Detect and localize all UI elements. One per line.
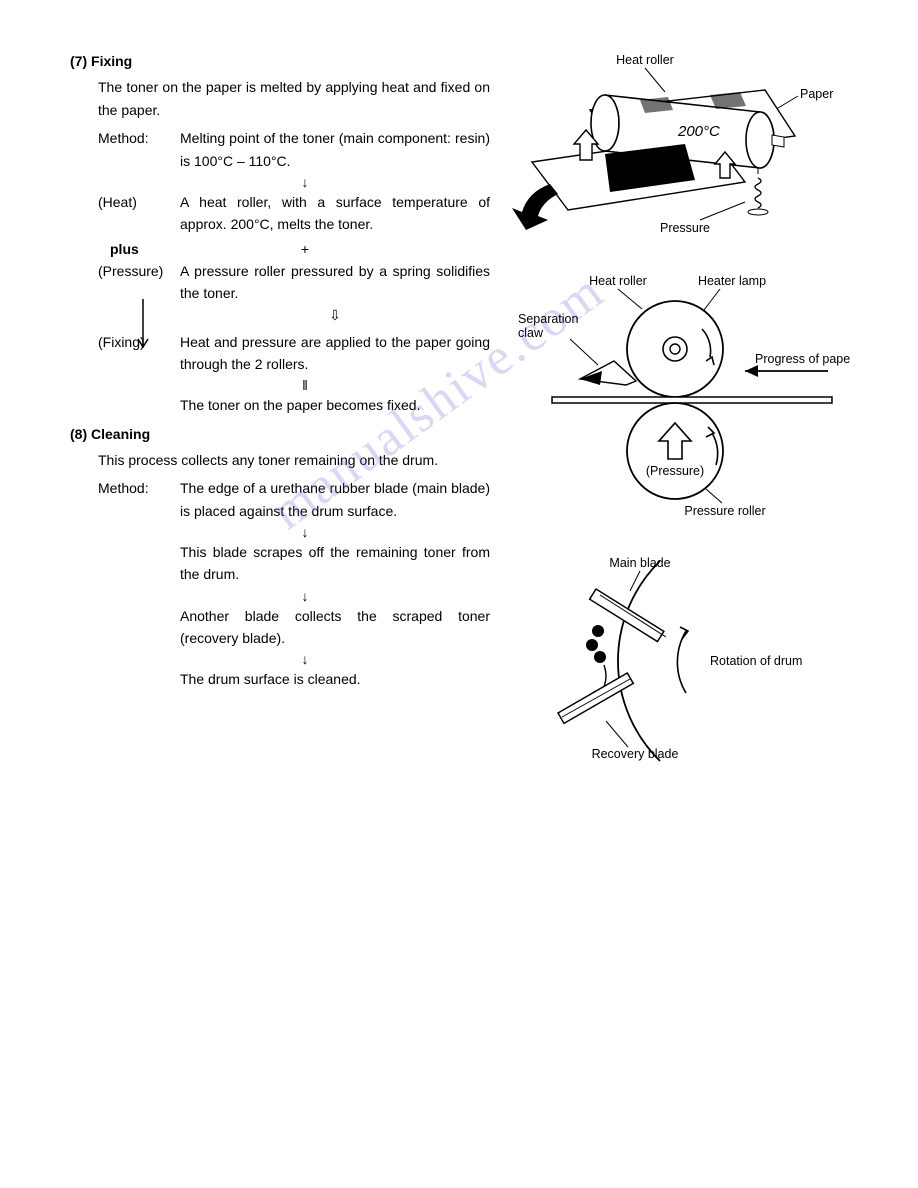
fixing-row-heat: (Heat) A heat roller, with a surface tem… <box>98 191 490 236</box>
body-pressure: A pressure roller pressured by a spring … <box>180 260 490 305</box>
d2-label-sep-1: Separation <box>518 312 579 326</box>
d1-label-temp: 200°C <box>677 123 720 140</box>
between-pressure-fixing: ⇩ <box>98 307 490 329</box>
d1-label-heatroller: Heat roller <box>616 53 674 67</box>
d1-label-paper: Paper <box>800 87 833 101</box>
label-method: Method: <box>98 127 180 172</box>
d2-label-sep-2: claw <box>518 326 544 340</box>
d1-label-pressure: Pressure <box>660 221 710 235</box>
cleaning-row-3: Another blade collects the scraped toner… <box>98 605 490 650</box>
fixing-row-pressure: (Pressure) A pressure roller pressured b… <box>98 260 490 305</box>
cleaning-row-method: Method: The edge of a urethane rubber bl… <box>98 477 490 522</box>
fixing-side-svg: Heat roller Heater lamp Separation claw <box>510 271 850 521</box>
page-content: (7) Fixing The toner on the paper is mel… <box>70 50 878 804</box>
fixing-row-method: Method: Melting point of the toner (main… <box>98 127 490 172</box>
arrow-1: ↓ <box>180 174 430 191</box>
plus-label: plus <box>110 238 180 260</box>
fixing-3d-svg: Heat roller Paper 200°C <box>510 50 840 240</box>
section-7-header: (7) Fixing <box>70 50 490 72</box>
diagram-cleaning: Main blade Rotation o <box>510 553 860 779</box>
plus-symbol: + <box>180 238 430 260</box>
d2-label-progress: Progress of paper <box>755 352 850 366</box>
c-label-3 <box>98 605 180 650</box>
cleaning-svg: Main blade Rotation o <box>510 553 830 773</box>
c-body-4: The drum surface is cleaned. <box>180 668 490 690</box>
c-body-2: This blade scrapes off the remaining ton… <box>180 541 490 586</box>
label-empty-1 <box>98 394 180 416</box>
d2-label-heatroller: Heat roller <box>589 274 647 288</box>
body-fixing: Heat and pressure are applied to the pap… <box>180 331 490 376</box>
cleaning-row-2: This blade scrapes off the remaining ton… <box>98 541 490 586</box>
text-column: (7) Fixing The toner on the paper is mel… <box>70 50 490 804</box>
label-heat: (Heat) <box>98 191 180 236</box>
section-fixing: (7) Fixing The toner on the paper is mel… <box>70 50 490 417</box>
plus-row: plus + <box>110 238 490 260</box>
c-label-method: Method: <box>98 477 180 522</box>
fixing-row-result: The toner on the paper becomes fixed. <box>98 394 490 416</box>
section-8-title: Cleaning <box>91 426 150 442</box>
section-8-intro: This process collects any toner remainin… <box>98 449 490 471</box>
d2-label-pressureroller: Pressure roller <box>684 504 765 518</box>
section-8-header: (8) Cleaning <box>70 423 490 445</box>
d3-label-recovery: Recovery blade <box>592 747 679 761</box>
c-arrow-1: ↓ <box>180 524 430 541</box>
c-arrow-3: ↓ <box>180 651 430 668</box>
section-7-title: Fixing <box>91 53 132 69</box>
section-7-intro: The toner on the paper is melted by appl… <box>98 76 490 121</box>
body-heat: A heat roller, with a surface temperatur… <box>180 191 490 236</box>
diagram-column: Heat roller Paper 200°C <box>510 50 860 804</box>
c-label-4 <box>98 668 180 690</box>
d3-label-mainblade: Main blade <box>609 556 670 570</box>
fixing-row-fixing: (Fixing) Heat and pressure are applied t… <box>98 331 490 376</box>
body-result: The toner on the paper becomes fixed. <box>180 394 490 416</box>
diagram-fixing-side: Heat roller Heater lamp Separation claw <box>510 271 860 527</box>
c-label-2 <box>98 541 180 586</box>
section-7-number: (7) <box>70 53 87 69</box>
arrow-2: ⇩ <box>180 307 490 329</box>
side-down-arrow-icon <box>136 299 150 353</box>
d3-label-rotation: Rotation of drum <box>710 654 802 668</box>
c-body-method: The edge of a urethane rubber blade (mai… <box>180 477 490 522</box>
d2-label-pressure-in: (Pressure) <box>646 464 704 478</box>
section-8-number: (8) <box>70 426 87 442</box>
diagram-fixing-3d: Heat roller Paper 200°C <box>510 50 860 246</box>
cleaning-row-4: The drum surface is cleaned. <box>98 668 490 690</box>
c-arrow-2: ↓ <box>180 588 430 605</box>
section-cleaning: (8) Cleaning This process collects any t… <box>70 423 490 691</box>
body-method: Melting point of the toner (main compone… <box>180 127 490 172</box>
arrow-3: ‖ <box>180 377 430 394</box>
d2-label-heaterlamp: Heater lamp <box>698 274 766 288</box>
c-body-3: Another blade collects the scraped toner… <box>180 605 490 650</box>
